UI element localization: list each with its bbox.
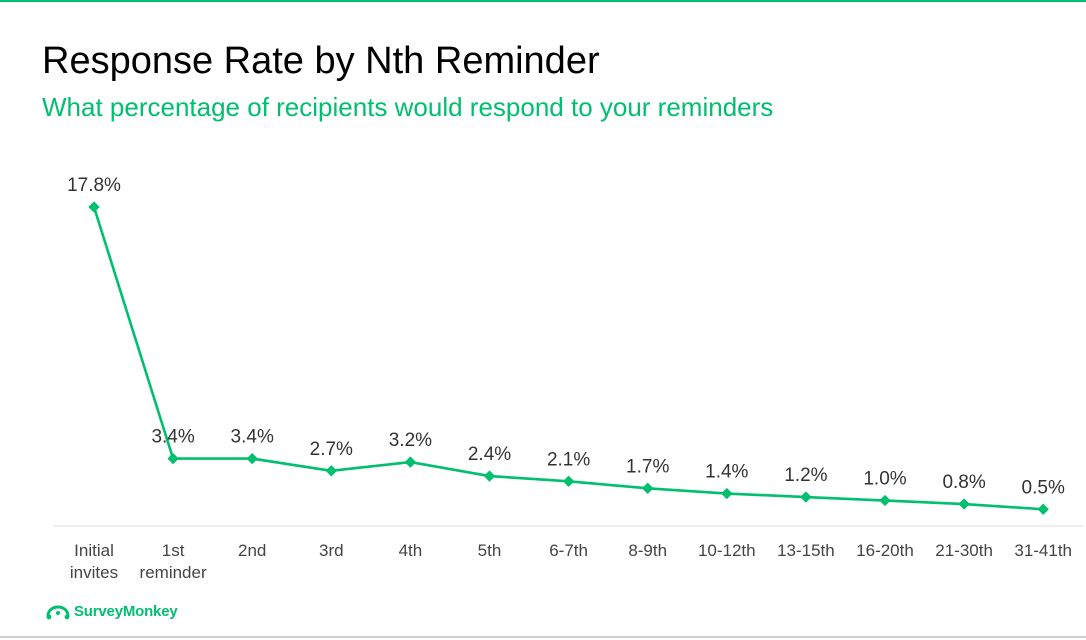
data-point	[642, 482, 654, 494]
x-tick-label: 8-9th	[628, 541, 667, 560]
data-label: 3.4%	[151, 427, 194, 448]
data-point	[1037, 503, 1049, 515]
x-tick-label: Initial invites	[70, 541, 118, 582]
data-point	[246, 452, 258, 465]
x-tick-label: 1st reminder	[140, 541, 207, 582]
surveymonkey-logo: SurveyMonkey	[46, 603, 178, 620]
data-point	[404, 456, 417, 468]
brand-name: SurveyMonkey	[74, 603, 178, 620]
data-labels: 17.8% 3.4% 3.4% 2.7% 3.2% 2.4% 2.1% 1.7% 1.4% 1.2…	[67, 175, 1065, 498]
x-tick-label: 10-12th	[698, 541, 756, 560]
data-point	[562, 475, 575, 487]
data-label: 17.8%	[67, 175, 121, 196]
data-point	[958, 498, 970, 510]
surveymonkey-logo-icon	[46, 604, 70, 619]
data-point	[88, 201, 100, 213]
data-label: 3.4%	[231, 427, 274, 448]
data-label: 1.0%	[863, 469, 906, 490]
data-point	[325, 465, 337, 477]
data-label: 2.1%	[547, 449, 590, 470]
x-tick-label: 16-20th	[856, 541, 914, 560]
x-tick-label: 4th	[399, 541, 423, 560]
x-tick-label: 3rd	[319, 541, 344, 560]
data-label: 2.7%	[310, 439, 353, 460]
data-label: 1.4%	[705, 462, 748, 483]
chart-title: Response Rate by Nth Reminder	[42, 40, 600, 82]
data-label: 1.2%	[784, 465, 827, 486]
x-tick-labels: Initial invites 1st reminder 2nd 3rd 4th 5th 6-7…	[70, 541, 1072, 582]
data-label: 0.5%	[1022, 477, 1065, 498]
x-tick-label: 13-15th	[777, 541, 835, 560]
data-label: 0.8%	[942, 472, 985, 493]
data-label: 2.4%	[468, 444, 511, 465]
data-point	[483, 470, 496, 482]
data-point	[721, 487, 733, 500]
data-point	[800, 491, 812, 503]
data-point	[167, 452, 179, 465]
x-tick-label: 6-7th	[549, 541, 588, 560]
chart-subtitle: What percentage of recipients would resp…	[42, 92, 774, 122]
x-tick-label: 5th	[478, 541, 502, 560]
x-tick-label: 21-30th	[935, 541, 993, 560]
x-tick-label: 2nd	[238, 541, 266, 560]
data-markers	[88, 201, 1049, 515]
data-label: 1.7%	[626, 456, 669, 477]
data-label: 3.2%	[389, 430, 432, 451]
data-point	[879, 494, 891, 507]
bottom-rule	[0, 636, 1086, 638]
x-tick-label: 31-41th	[1014, 541, 1072, 560]
top-rule	[0, 0, 1086, 2]
